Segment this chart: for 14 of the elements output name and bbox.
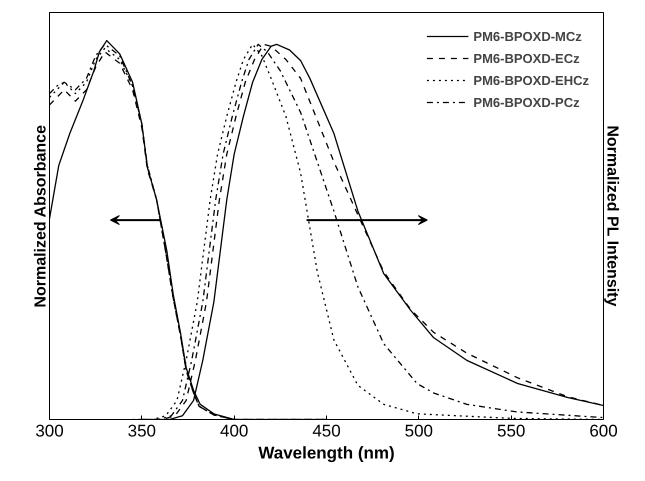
- x-tick-label: 400: [220, 422, 248, 440]
- x-tick-label: 500: [404, 422, 434, 440]
- x-tick-label: 550: [496, 422, 526, 440]
- x-tick-label: 600: [589, 422, 618, 440]
- legend-label: PM6-BPOXD-EHCz: [473, 72, 589, 89]
- legend-label: PM6-BPOXD-MCz: [473, 28, 582, 45]
- x-tick-label: 450: [312, 422, 341, 440]
- legend-label: PM6-BPOXD-PCz: [473, 94, 580, 111]
- legend-label: PM6-BPOXD-ECz: [473, 50, 580, 67]
- y2-axis-title: Normalized PL Intensity: [604, 125, 620, 306]
- x-tick-label: 350: [128, 422, 156, 440]
- x-axis-title: Wavelength (nm): [258, 444, 395, 462]
- x-tick-label: 300: [35, 422, 64, 440]
- y-axis-title: Normalized Absorbance: [32, 124, 50, 308]
